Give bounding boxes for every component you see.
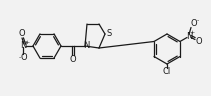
Text: O: O (19, 29, 25, 38)
Text: O: O (21, 53, 27, 62)
Text: +: + (189, 30, 195, 35)
Text: Cl: Cl (163, 67, 171, 77)
Text: S: S (107, 29, 112, 38)
Text: -: - (19, 55, 21, 60)
Text: N: N (20, 41, 27, 50)
Text: O: O (196, 37, 202, 46)
Text: N: N (83, 41, 89, 50)
Text: O: O (70, 55, 76, 65)
Text: N: N (186, 32, 192, 41)
Text: -: - (197, 18, 199, 23)
Text: O: O (191, 19, 197, 28)
Text: +: + (24, 39, 30, 45)
